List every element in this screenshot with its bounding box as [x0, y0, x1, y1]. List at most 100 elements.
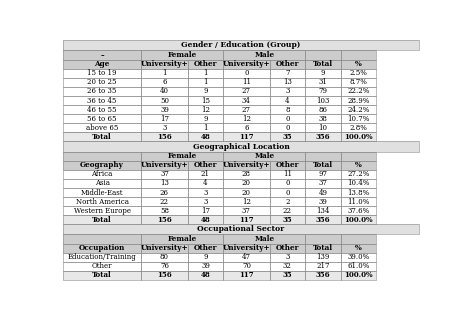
Bar	[141, 114, 188, 123]
Bar	[223, 59, 270, 69]
Text: 3: 3	[203, 198, 208, 206]
Text: 10.4%: 10.4%	[347, 179, 370, 187]
Text: 36 to 45: 36 to 45	[87, 96, 117, 105]
Bar	[270, 114, 305, 123]
Bar	[270, 96, 305, 105]
Bar	[305, 188, 341, 197]
Bar	[188, 253, 223, 262]
Text: Other: Other	[194, 244, 217, 252]
Text: 35: 35	[283, 216, 292, 224]
Bar	[270, 253, 305, 262]
Bar	[63, 123, 141, 132]
Bar	[305, 253, 341, 262]
Bar	[63, 114, 141, 123]
Text: 0: 0	[285, 115, 290, 123]
Text: Female: Female	[168, 51, 197, 59]
Bar	[223, 161, 270, 170]
Bar	[223, 244, 270, 253]
Bar	[341, 179, 376, 188]
Text: Middle-East: Middle-East	[81, 189, 123, 197]
Bar	[63, 224, 419, 234]
Bar	[63, 96, 141, 105]
Bar	[188, 253, 223, 262]
Text: above 65: above 65	[86, 124, 118, 132]
Bar	[270, 215, 305, 224]
Bar	[270, 69, 305, 78]
Text: 100.0%: 100.0%	[345, 133, 373, 141]
Bar	[141, 244, 188, 253]
Text: 40: 40	[160, 88, 169, 95]
Bar	[270, 206, 305, 215]
Text: Male: Male	[254, 51, 274, 59]
Bar	[305, 215, 341, 224]
Bar	[341, 105, 376, 114]
Text: Total: Total	[313, 244, 333, 252]
Text: 27.2%: 27.2%	[347, 170, 370, 178]
Bar	[341, 244, 376, 253]
Bar	[141, 179, 188, 188]
Bar	[270, 206, 305, 215]
Text: 48: 48	[201, 216, 210, 224]
Bar	[341, 51, 376, 59]
Text: Western Europe: Western Europe	[73, 207, 131, 215]
Bar	[223, 161, 270, 170]
Text: University+: University+	[223, 161, 270, 169]
Text: 3: 3	[162, 124, 167, 132]
Bar	[188, 188, 223, 197]
Bar	[63, 197, 141, 206]
Bar	[141, 114, 188, 123]
Bar	[341, 170, 376, 179]
Bar	[223, 123, 270, 132]
Text: 35: 35	[283, 133, 292, 141]
Bar	[305, 78, 341, 87]
Bar	[341, 234, 376, 244]
Text: 1: 1	[203, 78, 208, 86]
Bar	[305, 262, 341, 271]
Bar	[270, 78, 305, 87]
Text: 13: 13	[160, 179, 169, 187]
Bar	[305, 161, 341, 170]
Bar	[223, 253, 270, 262]
Bar	[63, 132, 141, 142]
Text: 117: 117	[239, 216, 254, 224]
Text: 6: 6	[244, 124, 249, 132]
Bar	[188, 132, 223, 142]
Bar	[63, 87, 141, 96]
Bar	[270, 197, 305, 206]
Bar	[305, 123, 341, 132]
Bar	[63, 142, 419, 152]
Bar	[141, 179, 188, 188]
Bar	[223, 132, 270, 142]
Bar	[341, 271, 376, 280]
Text: 26: 26	[160, 189, 169, 197]
Bar	[305, 179, 341, 188]
Text: 9: 9	[203, 253, 208, 261]
Bar	[305, 188, 341, 197]
Bar	[223, 105, 270, 114]
Text: 217: 217	[316, 262, 330, 270]
Bar	[141, 78, 188, 87]
Bar	[223, 69, 270, 78]
Text: Geographical Location: Geographical Location	[192, 143, 290, 150]
Bar	[188, 197, 223, 206]
Text: 37: 37	[242, 207, 251, 215]
Text: Female: Female	[168, 152, 197, 160]
Text: 156: 156	[157, 271, 172, 279]
Bar	[223, 215, 270, 224]
Bar	[141, 59, 188, 69]
Bar	[305, 234, 341, 244]
Bar	[305, 262, 341, 271]
Bar	[270, 87, 305, 96]
Bar	[341, 215, 376, 224]
Bar	[188, 161, 223, 170]
Text: 15: 15	[201, 96, 210, 105]
Text: 2.8%: 2.8%	[350, 124, 368, 132]
Bar	[223, 179, 270, 188]
Bar	[270, 78, 305, 87]
Bar	[63, 244, 141, 253]
Bar	[63, 234, 141, 244]
Bar	[63, 170, 141, 179]
Bar	[141, 152, 223, 161]
Bar	[341, 234, 376, 244]
Bar	[305, 87, 341, 96]
